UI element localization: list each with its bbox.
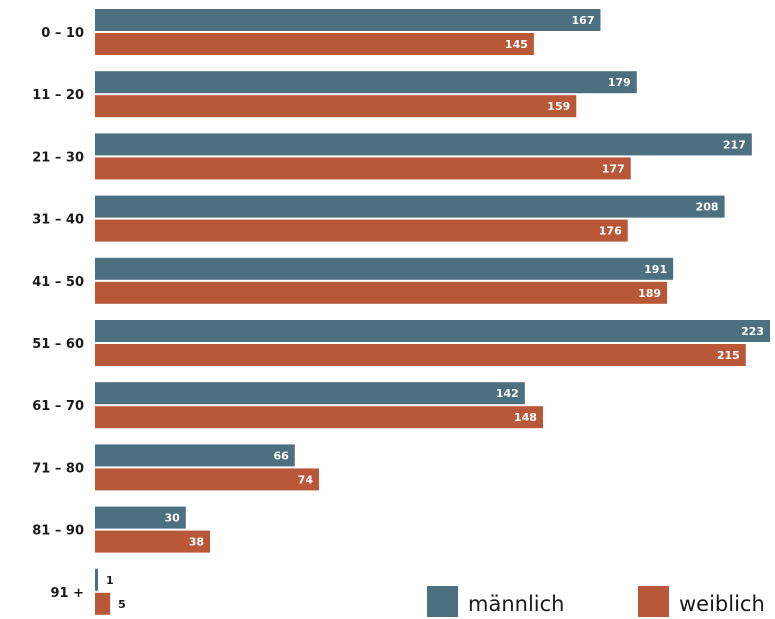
value-label-weiblich-11-20: 159 — [547, 100, 570, 113]
category-label-11-20: 11 – 20 — [32, 88, 84, 103]
bar-weiblich-11-20 — [95, 95, 577, 118]
value-label-männlich-91: 1 — [106, 574, 114, 587]
bar-weiblich-21-30 — [95, 157, 631, 180]
value-label-männlich-61-70: 142 — [496, 387, 519, 400]
bar-männlich-91 — [95, 568, 99, 591]
legend-label-männlich: männlich — [468, 592, 564, 616]
category-label-61-70: 61 – 70 — [32, 399, 84, 414]
bar-männlich-71-80 — [95, 444, 295, 467]
bar-weiblich-51-60 — [95, 344, 746, 366]
bar-männlich-51-60 — [95, 320, 770, 342]
category-label-31-40: 31 – 40 — [32, 213, 84, 228]
category-label-0-10: 0 – 10 — [41, 26, 84, 41]
bar-weiblich-0-10 — [95, 33, 534, 55]
category-label-91: 91 + — [50, 586, 84, 601]
value-label-männlich-0-10: 167 — [572, 14, 595, 27]
value-label-männlich-41-50: 191 — [644, 263, 667, 276]
bar-weiblich-61-70 — [95, 406, 543, 429]
category-label-51-60: 51 – 60 — [32, 337, 84, 352]
legend-label-weiblich: weiblich — [679, 592, 765, 616]
value-label-weiblich-0-10: 145 — [505, 38, 528, 51]
value-label-weiblich-21-30: 177 — [602, 162, 625, 175]
value-label-weiblich-51-60: 215 — [717, 349, 740, 362]
bar-männlich-31-40 — [95, 195, 725, 218]
bar-männlich-81-90 — [95, 506, 186, 529]
labels-layer: 167 145 0 – 10 179 159 11 – 20 217 177 21 – 30 20… — [32, 14, 764, 611]
value-label-männlich-31-40: 208 — [696, 201, 719, 214]
bar-männlich-61-70 — [95, 382, 525, 405]
value-label-weiblich-91: 5 — [118, 598, 126, 611]
value-label-männlich-11-20: 179 — [608, 76, 631, 89]
category-label-71-80: 71 – 80 — [32, 461, 84, 476]
bar-männlich-21-30 — [95, 133, 752, 156]
legend-swatch-männlich — [427, 586, 458, 617]
bar-männlich-41-50 — [95, 257, 674, 280]
value-label-weiblich-61-70: 148 — [514, 411, 537, 424]
bar-weiblich-41-50 — [95, 281, 668, 304]
bar-weiblich-31-40 — [95, 219, 628, 242]
value-label-weiblich-71-80: 74 — [298, 473, 314, 486]
value-label-weiblich-41-50: 189 — [638, 287, 661, 300]
bar-weiblich-81-90 — [95, 530, 211, 553]
bar-männlich-0-10 — [95, 9, 601, 31]
legend-swatch-weiblich — [638, 586, 669, 617]
legend: männlich weiblich — [427, 586, 765, 617]
value-label-männlich-81-90: 30 — [164, 512, 180, 525]
value-label-weiblich-81-90: 38 — [189, 536, 204, 549]
bars-layer — [95, 9, 770, 615]
category-label-41-50: 41 – 50 — [32, 275, 84, 290]
category-label-21-30: 21 – 30 — [32, 150, 84, 165]
category-label-81-90: 81 – 90 — [32, 524, 84, 539]
value-label-männlich-21-30: 217 — [723, 138, 746, 151]
bar-weiblich-91 — [95, 592, 111, 615]
value-label-männlich-51-60: 223 — [741, 325, 764, 338]
value-label-männlich-71-80: 66 — [273, 449, 289, 462]
value-label-weiblich-31-40: 176 — [599, 225, 622, 238]
bar-weiblich-71-80 — [95, 468, 319, 491]
bar-männlich-11-20 — [95, 71, 637, 94]
